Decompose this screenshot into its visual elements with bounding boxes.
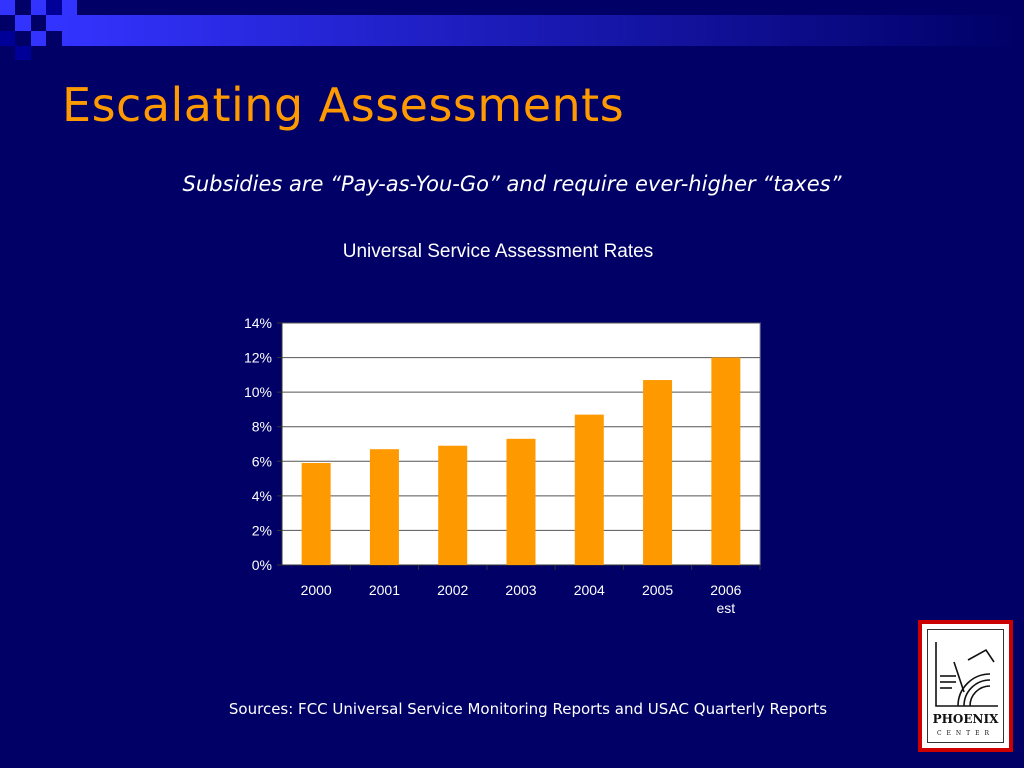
x-tick-label: 2003 xyxy=(505,582,536,598)
bar xyxy=(711,357,741,565)
y-tick-label: 2% xyxy=(252,522,272,538)
logo-subtext: CENTER xyxy=(936,730,995,737)
logo-name: PHOENIX xyxy=(932,712,999,726)
x-tick-label: 2000 xyxy=(301,582,332,598)
phoenix-emblem-icon xyxy=(935,642,998,707)
slide-title: Escalating Assessments xyxy=(62,78,625,132)
bar xyxy=(369,449,399,565)
x-tick-label: 2004 xyxy=(574,582,605,598)
y-tick-label: 12% xyxy=(244,350,272,366)
sources-note: Sources: FCC Universal Service Monitorin… xyxy=(228,700,828,718)
bar xyxy=(438,445,468,565)
x-tick-label: 2006 est xyxy=(710,582,741,616)
y-tick-label: 6% xyxy=(252,453,272,469)
bar xyxy=(643,380,673,565)
y-tick-label: 0% xyxy=(252,557,272,573)
bar xyxy=(574,414,604,565)
y-tick-label: 4% xyxy=(252,488,272,504)
bar-chart: Universal Service Assessment Rates 0% 2% 4… xyxy=(244,241,761,616)
y-tick-label: 14% xyxy=(244,315,272,331)
slide-subtitle: Subsidies are “Pay-as-You-Go” and requir… xyxy=(182,172,842,196)
x-tick-label: 2001 xyxy=(369,582,400,598)
phoenix-center-logo: PHOENIX CENTER xyxy=(918,620,1013,752)
x-tick-label: 2005 xyxy=(642,582,673,598)
bar xyxy=(506,438,536,565)
chart-title: Universal Service Assessment Rates xyxy=(343,241,653,262)
x-tick-label: 2002 xyxy=(437,582,468,598)
y-tick-label: 8% xyxy=(252,419,272,435)
corner-square-decoration xyxy=(0,0,1024,60)
bar xyxy=(301,463,331,565)
y-tick-label: 10% xyxy=(244,384,272,400)
